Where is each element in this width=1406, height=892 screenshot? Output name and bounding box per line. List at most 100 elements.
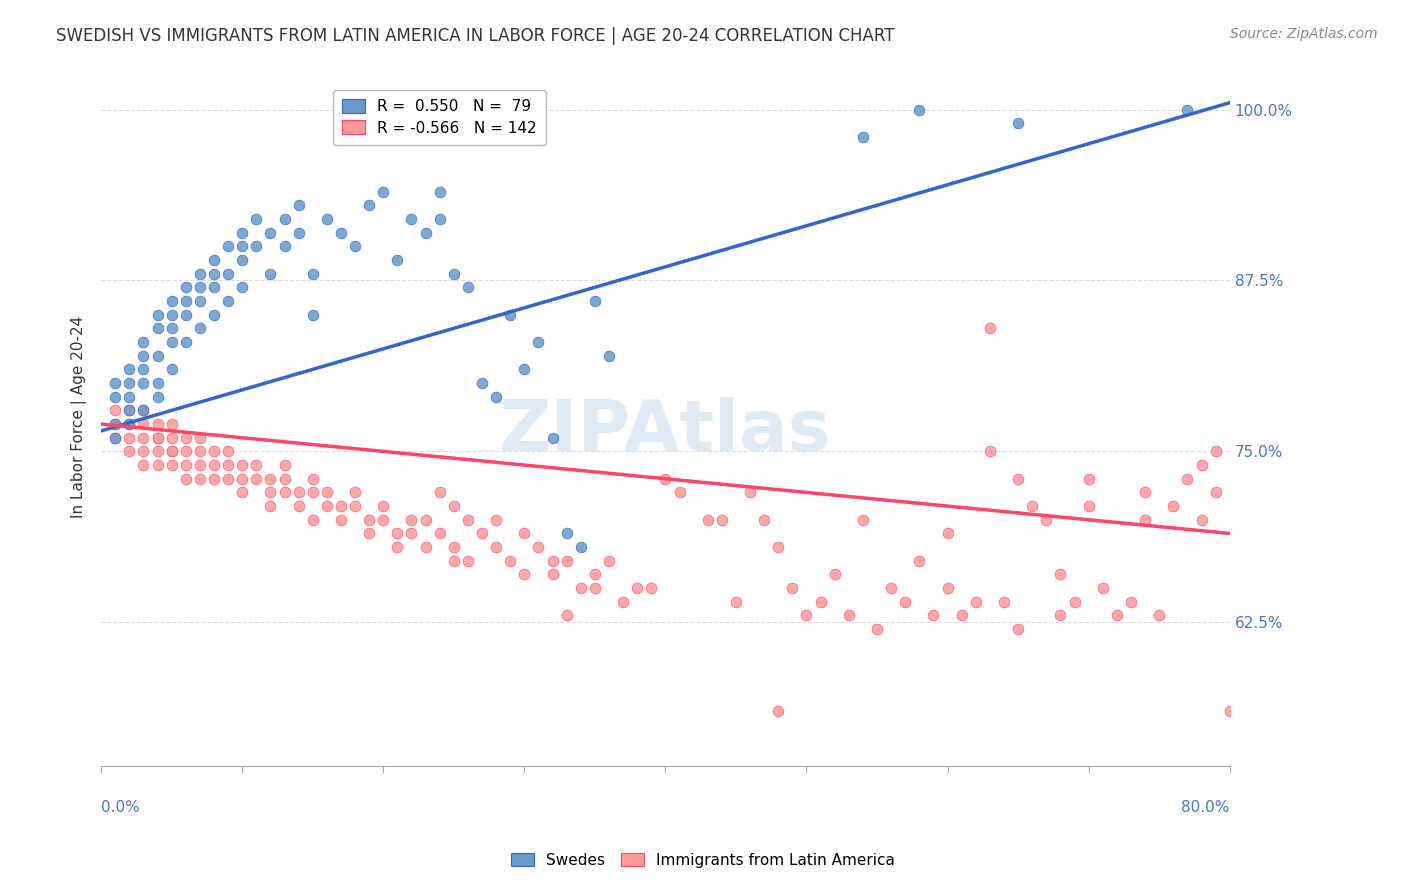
Point bbox=[217, 293, 239, 308]
Point bbox=[429, 526, 451, 541]
Point bbox=[146, 349, 169, 363]
Point bbox=[344, 499, 367, 513]
Point bbox=[174, 472, 197, 486]
Text: Source: ZipAtlas.com: Source: ZipAtlas.com bbox=[1230, 27, 1378, 41]
Point bbox=[132, 349, 155, 363]
Point bbox=[527, 540, 550, 554]
Point bbox=[880, 581, 903, 595]
Point bbox=[132, 376, 155, 390]
Point bbox=[1133, 513, 1156, 527]
Point bbox=[104, 431, 127, 445]
Point bbox=[245, 458, 267, 472]
Point bbox=[301, 308, 323, 322]
Point bbox=[160, 293, 183, 308]
Point bbox=[1049, 608, 1071, 623]
Point bbox=[401, 526, 423, 541]
Point bbox=[499, 554, 522, 568]
Point bbox=[754, 513, 776, 527]
Point bbox=[188, 444, 211, 458]
Text: 0.0%: 0.0% bbox=[101, 800, 139, 815]
Point bbox=[598, 349, 620, 363]
Point bbox=[231, 485, 253, 500]
Point bbox=[1105, 608, 1128, 623]
Point bbox=[415, 226, 437, 240]
Point bbox=[1077, 499, 1099, 513]
Point bbox=[810, 595, 832, 609]
Point bbox=[104, 417, 127, 431]
Point bbox=[118, 376, 141, 390]
Point bbox=[174, 444, 197, 458]
Point bbox=[315, 211, 337, 226]
Point bbox=[287, 485, 309, 500]
Point bbox=[160, 444, 183, 458]
Point bbox=[471, 526, 494, 541]
Point bbox=[541, 567, 564, 582]
Point bbox=[174, 334, 197, 349]
Point bbox=[132, 334, 155, 349]
Point bbox=[1161, 499, 1184, 513]
Point bbox=[979, 321, 1001, 335]
Point bbox=[1021, 499, 1043, 513]
Point bbox=[132, 431, 155, 445]
Point bbox=[1007, 116, 1029, 130]
Text: SWEDISH VS IMMIGRANTS FROM LATIN AMERICA IN LABOR FORCE | AGE 20-24 CORRELATION : SWEDISH VS IMMIGRANTS FROM LATIN AMERICA… bbox=[56, 27, 894, 45]
Point bbox=[401, 513, 423, 527]
Point bbox=[908, 554, 931, 568]
Point bbox=[160, 417, 183, 431]
Point bbox=[315, 499, 337, 513]
Point bbox=[1035, 513, 1057, 527]
Point bbox=[569, 540, 592, 554]
Point bbox=[668, 485, 690, 500]
Point bbox=[373, 185, 395, 199]
Point bbox=[188, 458, 211, 472]
Point bbox=[612, 595, 634, 609]
Point bbox=[202, 280, 225, 294]
Point bbox=[231, 252, 253, 267]
Point bbox=[287, 226, 309, 240]
Point bbox=[583, 293, 606, 308]
Point bbox=[796, 608, 818, 623]
Point bbox=[1133, 485, 1156, 500]
Point bbox=[1063, 595, 1085, 609]
Point bbox=[738, 485, 761, 500]
Point bbox=[301, 267, 323, 281]
Text: ZIPAtlas: ZIPAtlas bbox=[499, 397, 832, 466]
Point bbox=[569, 581, 592, 595]
Point bbox=[950, 608, 973, 623]
Point bbox=[583, 581, 606, 595]
Point bbox=[583, 567, 606, 582]
Point bbox=[429, 211, 451, 226]
Point bbox=[979, 444, 1001, 458]
Point bbox=[174, 280, 197, 294]
Point bbox=[118, 417, 141, 431]
Point bbox=[104, 390, 127, 404]
Point bbox=[838, 608, 860, 623]
Point bbox=[160, 431, 183, 445]
Point bbox=[217, 239, 239, 253]
Point bbox=[160, 362, 183, 376]
Point bbox=[160, 458, 183, 472]
Point bbox=[160, 321, 183, 335]
Point bbox=[527, 334, 550, 349]
Point bbox=[598, 554, 620, 568]
Point bbox=[513, 526, 536, 541]
Point bbox=[359, 198, 381, 212]
Point bbox=[174, 293, 197, 308]
Point bbox=[1205, 485, 1227, 500]
Point bbox=[1007, 622, 1029, 636]
Point bbox=[132, 458, 155, 472]
Point bbox=[118, 403, 141, 417]
Point bbox=[485, 540, 508, 554]
Point bbox=[1119, 595, 1142, 609]
Point bbox=[202, 267, 225, 281]
Point bbox=[174, 431, 197, 445]
Point bbox=[485, 513, 508, 527]
Point bbox=[429, 185, 451, 199]
Point bbox=[118, 417, 141, 431]
Point bbox=[273, 458, 295, 472]
Point bbox=[273, 472, 295, 486]
Point bbox=[202, 472, 225, 486]
Point bbox=[555, 608, 578, 623]
Point bbox=[513, 362, 536, 376]
Point bbox=[104, 376, 127, 390]
